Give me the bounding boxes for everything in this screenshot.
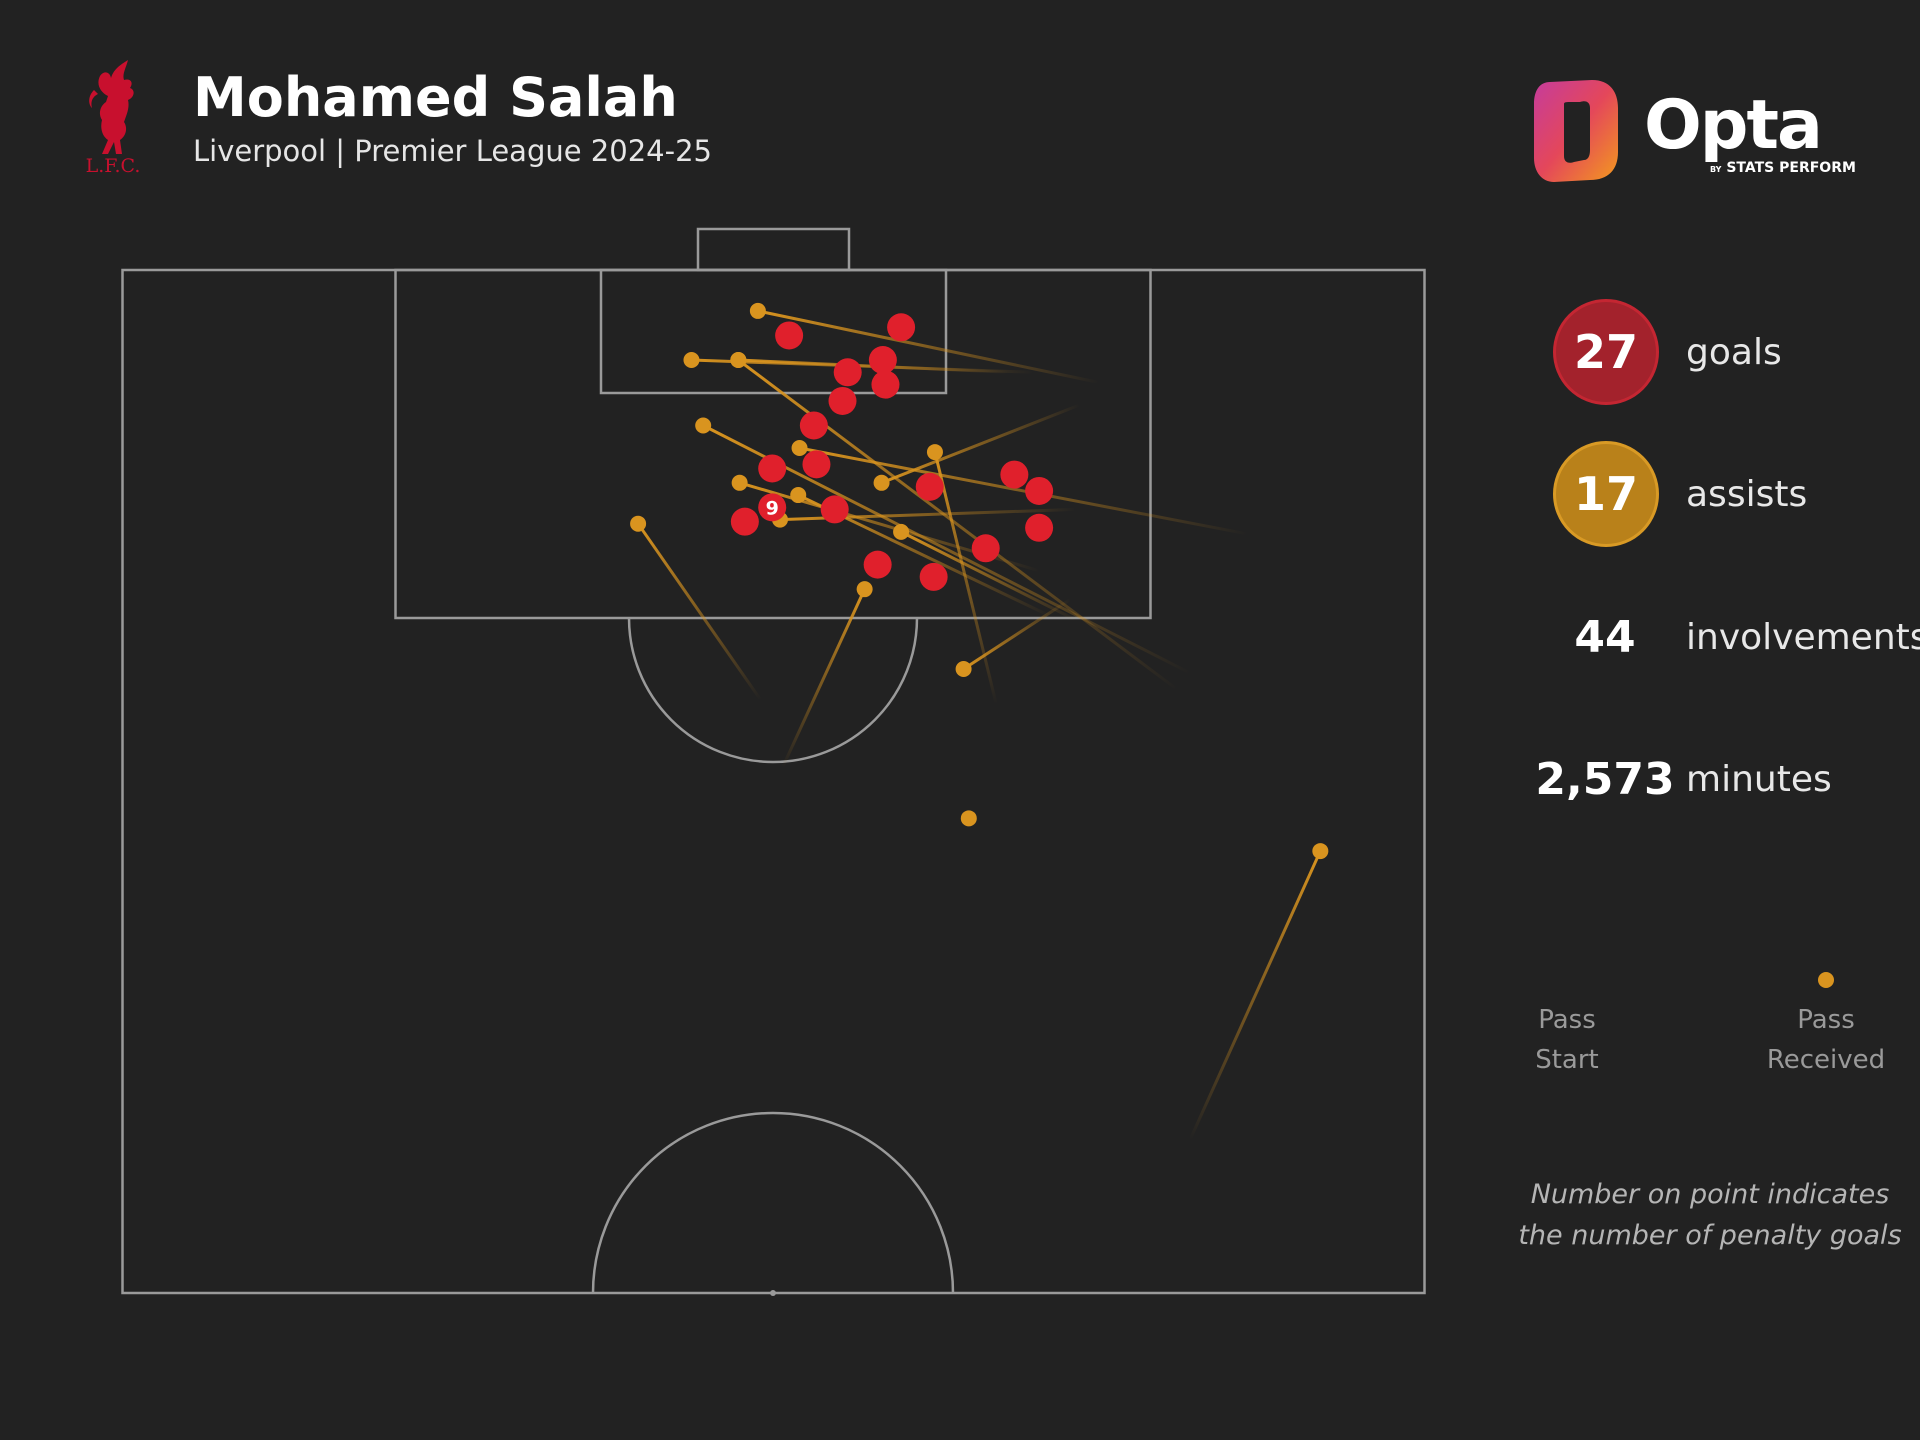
legend-line: [1566, 972, 1834, 988]
brand-name: Opta: [1644, 86, 1823, 165]
goal-point: [871, 370, 900, 399]
assist-pass-line: [636, 522, 762, 701]
involvements-value: 44: [1574, 611, 1636, 663]
goal-point: [919, 562, 948, 591]
legend-pass-received: Pass Received: [1746, 1000, 1906, 1080]
minutes-value: 2,573: [1535, 753, 1675, 805]
pitch-outline: [121, 268, 1426, 1295]
assist-pass-received-point: [893, 523, 910, 540]
assist-pass-received-point: [749, 302, 766, 319]
penalty-arc: [627, 617, 919, 764]
goal-point: [833, 358, 862, 387]
assist-pass-received-point: [791, 440, 808, 457]
legend-end-line1: Pass: [1797, 1005, 1855, 1035]
assist-pass-received-point: [730, 352, 747, 369]
legend-end-line2: Received: [1766, 1045, 1886, 1075]
assist-pass-received-point: [790, 487, 807, 504]
assist-pass-received-point: [960, 810, 977, 827]
goal-point: [730, 507, 759, 536]
opta-mark-icon: [1534, 80, 1618, 182]
goal-point: [915, 472, 944, 501]
assist-pass-line: [900, 530, 1077, 622]
assist-pass-line: [933, 451, 998, 705]
stat-goals: 27 goals: [1550, 299, 1920, 409]
footnote-line1: Number on point indicates: [1530, 1179, 1890, 1210]
assist-pass-line: [962, 598, 1072, 671]
page-title: Mohamed Salah: [193, 66, 678, 129]
goal-point: [1025, 513, 1054, 542]
goal-frame: [696, 227, 851, 272]
legend-pass-received-dot: [1818, 972, 1834, 988]
centre-spot: [770, 1290, 776, 1296]
assists-label: assists: [1686, 473, 1808, 515]
assist-pass-received-point: [926, 444, 943, 461]
goals-label: goals: [1686, 331, 1782, 373]
assists-value: 17: [1553, 441, 1659, 547]
goal-point: [828, 386, 857, 415]
brand-sub-text: STATS PERFORM: [1726, 160, 1856, 176]
assist-pass-received-point: [1312, 843, 1329, 860]
footnote: Number on point indicates the number of …: [1500, 1174, 1920, 1256]
assist-pass-line: [1188, 850, 1322, 1141]
page-subtitle: Liverpool | Premier League 2024-25: [193, 134, 712, 168]
goal-point: [863, 550, 892, 579]
opta-logo: Opta BY STATS PERFORM: [1532, 76, 1862, 186]
stat-involvements: 44 involvements: [1550, 584, 1920, 694]
minutes-label: minutes: [1686, 758, 1832, 800]
assist-pass-line: [881, 403, 1081, 485]
goal-point: [799, 411, 828, 440]
goal-point: [1025, 476, 1054, 505]
pitch-markings: [121, 227, 1426, 1296]
assist-pass-received-point: [873, 474, 890, 491]
centre-circle: [591, 1111, 955, 1294]
assist-passes: [630, 302, 1329, 1141]
assist-pass-line: [737, 358, 1179, 691]
penalty-area: [394, 268, 1152, 620]
goal-point: [971, 534, 1000, 563]
assist-pass-received-point: [683, 352, 700, 369]
goal-point: [775, 321, 804, 350]
goals-value: 27: [1553, 299, 1659, 405]
goal-point: [887, 313, 916, 342]
involvements-label: involvements: [1686, 616, 1920, 658]
six-yard-box: [599, 268, 948, 395]
assist-pass-received-point: [955, 660, 972, 677]
goal-points: 9: [730, 313, 1054, 591]
goal-point: [802, 450, 831, 479]
legend-start-line2: Start: [1535, 1045, 1599, 1075]
goal-point: [758, 454, 787, 483]
footnote-line2: the number of penalty goals: [1518, 1220, 1902, 1251]
goal-point: [758, 493, 787, 522]
goal-point: [820, 495, 849, 524]
assist-pass-received-point: [695, 417, 712, 434]
assist-pass-received-point: [856, 581, 873, 598]
stat-minutes: 2,573 minutes: [1535, 726, 1920, 836]
brand-by: BY: [1710, 165, 1722, 174]
brand-subtitle: BY STATS PERFORM: [1710, 160, 1856, 176]
assist-pass-received-point: [731, 474, 748, 491]
penalty-goals-label: 9: [766, 497, 779, 519]
goal-point: [868, 346, 897, 375]
crest-text: L.F.C.: [86, 155, 141, 177]
assist-pass-line: [757, 309, 1100, 384]
stat-assists: 17 assists: [1550, 441, 1920, 551]
assist-pass-received-point: [630, 515, 647, 532]
liverbird-crest-icon: L.F.C.: [86, 60, 141, 177]
legend-start-line1: Pass: [1538, 1005, 1596, 1035]
legend-pass-start: Pass Start: [1487, 1000, 1647, 1080]
goal-point: [1000, 460, 1029, 489]
assist-pass-line: [781, 588, 867, 768]
assist-pass-line: [799, 446, 1248, 536]
